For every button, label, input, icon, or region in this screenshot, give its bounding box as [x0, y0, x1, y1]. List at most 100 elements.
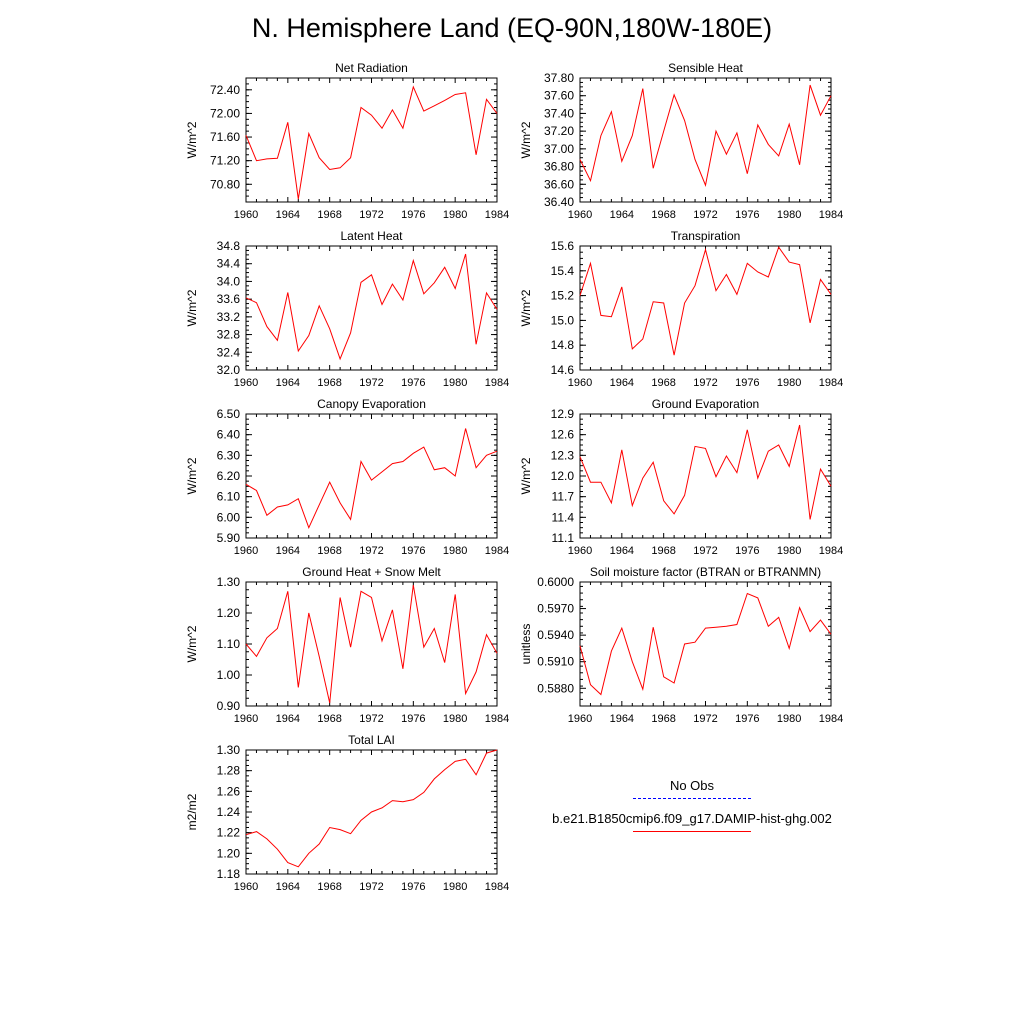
x-tick-label: 1960	[234, 209, 258, 221]
x-tick-label: 1972	[693, 545, 717, 557]
x-tick-label: 1984	[819, 545, 843, 557]
x-tick-label: 1964	[276, 545, 300, 557]
series-line-1	[579, 592, 832, 696]
legend-obs-label: No Obs	[669, 778, 715, 793]
x-tick-label: 1964	[276, 377, 300, 389]
x-tick-label: 1976	[735, 209, 759, 221]
y-tick-label: 37.40	[544, 106, 574, 120]
x-tick-label: 1980	[777, 209, 801, 221]
legend-model-label: b.e21.B1850cmip6.f09_g17.DAMIP-hist-ghg.…	[552, 811, 832, 826]
x-tick-label: 1964	[610, 377, 634, 389]
x-tick-label: 1968	[317, 209, 341, 221]
y-tick-label: 11.4	[552, 510, 575, 524]
plot-frame	[245, 581, 498, 707]
chart-panel-2: 1960 1964 1968 1972 1976 1980 1984 36.40 36.60 36…	[519, 61, 843, 221]
x-tick-label: 1972	[359, 209, 383, 221]
y-tick-label: 33.2	[217, 310, 241, 324]
x-tick-label: 1968	[317, 713, 341, 725]
figure-title: N. Hemisphere Land (EQ-90N,180W-180E)	[251, 13, 773, 43]
x-tick-label: 1972	[359, 377, 383, 389]
y-tick-label: 72.40	[210, 83, 240, 97]
chart-title: Canopy Evaporation	[317, 397, 426, 411]
chart-panel-1: 1960 1964 1968 1972 1976 1980 1984 70.80 71.20 71…	[185, 61, 509, 221]
x-tick-label: 1976	[401, 881, 425, 893]
y-tick-label: 1.20	[217, 606, 241, 620]
series-line-1	[579, 84, 832, 187]
x-tick-label: 1960	[568, 377, 592, 389]
x-tick-label: 1984	[485, 881, 509, 893]
plot-frame	[245, 77, 498, 203]
y-axis-label: W/m^2	[185, 121, 199, 158]
x-tick-label: 1980	[443, 377, 467, 389]
x-tick-label: 1980	[443, 545, 467, 557]
series-line-1	[245, 428, 498, 530]
x-tick-label: 1968	[317, 881, 341, 893]
y-axis-label: W/m^2	[519, 289, 533, 326]
y-tick-label: 14.8	[551, 338, 575, 352]
x-tick-label: 1980	[777, 377, 801, 389]
chart-title: Net Radiation	[335, 61, 408, 75]
y-tick-label: 14.6	[551, 363, 575, 377]
x-tick-label: 1964	[276, 881, 300, 893]
x-tick-label: 1984	[819, 713, 843, 725]
y-tick-label: 15.0	[551, 313, 575, 327]
legend-obs-line	[633, 798, 751, 799]
series-line-1	[245, 85, 498, 200]
x-tick-label: 1976	[735, 713, 759, 725]
x-tick-label: 1972	[359, 713, 383, 725]
y-tick-label: 32.4	[217, 345, 241, 359]
series-line-1	[245, 585, 498, 704]
x-tick-label: 1976	[401, 713, 425, 725]
x-tick-label: 1984	[485, 209, 509, 221]
y-tick-label: 11.7	[552, 490, 575, 504]
plot-frame	[245, 245, 498, 371]
chart-title: Ground Heat + Snow Melt	[302, 565, 441, 579]
chart-title: Ground Evaporation	[652, 397, 759, 411]
series-line-1	[245, 253, 498, 361]
y-tick-label: 0.5910	[537, 655, 574, 669]
chart-panel-7: 1960 1964 1968 1972 1976 1980 1984 0.90 1.00 1.10…	[185, 565, 509, 725]
legend-model-line	[633, 831, 751, 832]
y-tick-label: 1.20	[217, 846, 241, 860]
y-tick-label: 71.20	[210, 154, 240, 168]
y-tick-label: 1.26	[217, 784, 241, 798]
chart-title: Total LAI	[348, 733, 395, 747]
x-tick-label: 1972	[693, 713, 717, 725]
x-tick-label: 1960	[568, 545, 592, 557]
y-tick-label: 15.4	[551, 264, 575, 278]
plot-frame	[579, 581, 832, 707]
y-tick-label: 0.5880	[537, 681, 574, 695]
chart-panel-5: 1960 1964 1968 1972 1976 1980 1984 5.90 6.00 6.10…	[185, 397, 509, 557]
y-tick-label: 1.22	[217, 826, 241, 840]
legend: No Obs b.e21.B1850cmip6.f09_g17.DAMIP-hi…	[520, 778, 864, 844]
y-tick-label: 1.30	[217, 743, 241, 757]
y-axis-label: W/m^2	[185, 457, 199, 494]
x-tick-label: 1960	[234, 713, 258, 725]
x-tick-label: 1960	[234, 881, 258, 893]
y-tick-label: 1.00	[217, 668, 241, 682]
x-tick-label: 1968	[651, 209, 675, 221]
y-tick-label: 12.6	[551, 428, 575, 442]
chart-panel-9: 1960 1964 1968 1972 1976 1980 1984 1.18 1.20 1.22…	[185, 733, 509, 893]
y-tick-label: 6.30	[217, 448, 241, 462]
y-axis-label: unitless	[519, 624, 533, 665]
plot-frame	[245, 413, 498, 539]
y-tick-label: 6.10	[217, 490, 241, 504]
x-tick-label: 1980	[443, 713, 467, 725]
x-tick-label: 1960	[568, 209, 592, 221]
series-line-1	[245, 749, 498, 868]
x-tick-label: 1964	[276, 209, 300, 221]
y-tick-label: 34.0	[217, 274, 241, 288]
x-tick-label: 1980	[777, 545, 801, 557]
x-tick-label: 1960	[234, 377, 258, 389]
y-tick-label: 1.24	[217, 805, 241, 819]
plot-frame	[579, 245, 832, 371]
y-tick-label: 0.5970	[537, 602, 574, 616]
y-axis-label: W/m^2	[519, 457, 533, 494]
y-tick-label: 6.50	[217, 407, 241, 421]
y-tick-label: 37.20	[544, 124, 574, 138]
y-tick-label: 11.1	[552, 531, 575, 545]
x-tick-label: 1968	[317, 545, 341, 557]
y-tick-label: 36.40	[544, 195, 574, 209]
